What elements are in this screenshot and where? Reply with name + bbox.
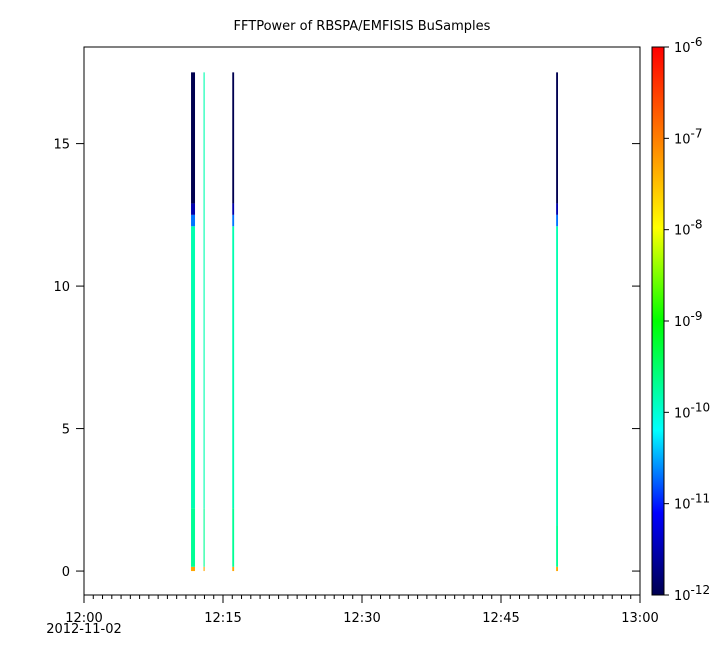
colorbar-tick-exponent: -6 <box>691 35 703 49</box>
spectrogram-cell <box>203 566 205 572</box>
spectrogram-cell <box>556 226 558 526</box>
spectrogram-cell <box>232 508 235 567</box>
spectrogram-cell <box>191 214 196 227</box>
colorbar-tick-exponent: -8 <box>691 218 703 232</box>
colorbar-tick-exponent: -11 <box>691 492 711 506</box>
spectrogram-cell <box>232 566 235 572</box>
x-tick-label: 12:15 <box>204 611 241 626</box>
spectrogram-cell <box>191 566 196 572</box>
colorbar-tick-label: 10-12 <box>674 583 710 604</box>
colorbar-tick-exponent: -10 <box>691 400 711 414</box>
x-tick-label: 12:00 <box>65 611 102 626</box>
spectrogram-cell <box>556 203 558 215</box>
x-date-label: 2012-11-02 <box>46 622 122 637</box>
spectrogram-cell <box>556 566 558 572</box>
colorbar-tick-label: 10-10 <box>674 400 710 421</box>
colorbar-tick-exponent: -9 <box>691 309 703 323</box>
colorbar-tick-label: 10-8 <box>674 218 703 239</box>
spectrogram-cell <box>191 226 196 509</box>
spectrogram-cell <box>556 214 558 227</box>
spectrogram-cell <box>191 203 196 215</box>
y-tick-label: 5 <box>62 423 70 438</box>
chart-title: FFTPower of RBSPA/EMFISIS BuSamples <box>234 19 491 34</box>
x-tick-label: 12:30 <box>343 611 380 626</box>
colorbar-tick-base: 10 <box>674 224 691 239</box>
colorbar <box>651 46 665 596</box>
spectrogram-cell <box>191 508 196 567</box>
colorbar-tick-label: 10-7 <box>674 126 703 147</box>
spectrogram-cell <box>232 203 235 215</box>
colorbar-tick-exponent: -7 <box>691 126 703 140</box>
y-tick-label: 0 <box>62 565 70 580</box>
spectrogram-cell <box>556 525 558 567</box>
spectrogram-cell <box>203 72 205 509</box>
colorbar-tick-base: 10 <box>674 589 691 604</box>
x-tick-label: 12:45 <box>482 611 519 626</box>
colorbar-tick-label: 10-9 <box>674 309 703 330</box>
colorbar-tick-label: 10-6 <box>674 35 703 56</box>
x-tick-label: 13:00 <box>621 611 658 626</box>
colorbar-tick-base: 10 <box>674 315 691 330</box>
colorbar-tick-base: 10 <box>674 406 691 421</box>
colorbar-tick-base: 10 <box>674 132 691 147</box>
spectrogram-cell <box>203 508 205 567</box>
spectrogram-cell <box>232 214 235 227</box>
colorbar-tick-label: 10-11 <box>674 492 710 513</box>
spectrogram-cell <box>232 72 235 204</box>
colorbar-tick-exponent: -12 <box>691 583 711 597</box>
y-tick-label: 15 <box>53 138 70 153</box>
spectrogram-cell <box>232 226 235 509</box>
colorbar-tick-base: 10 <box>674 41 691 56</box>
colorbar-tick-base: 10 <box>674 498 691 513</box>
y-tick-label: 10 <box>53 280 70 295</box>
spectrogram-cell <box>191 72 196 204</box>
spectrogram-cell <box>556 72 558 204</box>
